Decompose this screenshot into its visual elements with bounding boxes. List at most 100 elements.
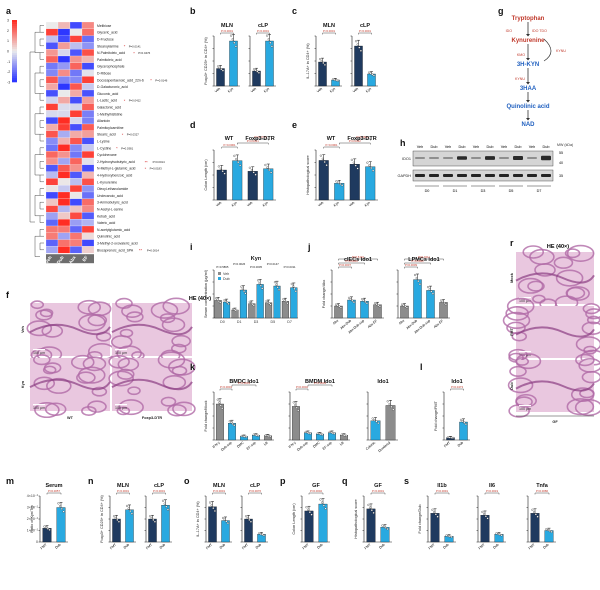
bar [385, 405, 396, 441]
data-point [248, 166, 251, 169]
heatmap-cell [81, 232, 95, 240]
data-point [248, 300, 251, 303]
tissue-crypt [76, 371, 96, 384]
tissue-layer [29, 378, 111, 391]
data-point [292, 285, 295, 288]
chart-title: MLN [213, 483, 225, 489]
tissue-crypt [534, 263, 556, 277]
lane-label: Veh [529, 145, 536, 149]
data-point [550, 530, 553, 533]
data-point [443, 301, 446, 305]
tissue-crypt [116, 368, 135, 380]
ido1-band [499, 157, 509, 159]
group-label: FMT [478, 543, 486, 551]
group-label: FMT [145, 543, 153, 551]
bar-charts: b Veh Kyn MLN Foxp3+ CD25+ in CD4+ (%) P<0.00… [6, 6, 556, 550]
tissue-crypt [108, 370, 134, 387]
significance-bracket [338, 262, 365, 265]
data-point [285, 300, 288, 303]
enzyme-label: KYNU [515, 77, 525, 81]
scale-step [12, 34, 17, 37]
group-label: Dub [159, 543, 166, 550]
data-point [358, 46, 361, 49]
gapdh-band [527, 174, 537, 177]
heatmap-cell [57, 198, 71, 206]
chart-title: Serum [45, 483, 62, 489]
heatmap-cell [45, 55, 59, 63]
group-label: Veh [316, 87, 323, 94]
bar [349, 164, 360, 201]
p-value: P<0.0001 [213, 489, 225, 493]
significance-stars: * [145, 166, 147, 171]
data-point [352, 161, 355, 164]
chart-l: FMT Dub Ido1 Fold change/FMT P=0.0473 [434, 379, 470, 448]
column-label: Foxp3-DTR [142, 416, 163, 420]
p-value: P=0.0009 [405, 263, 417, 267]
y-axis-label: Histopathological score [306, 155, 310, 194]
lane-label: Dub [487, 145, 494, 149]
chart-o-mln: FMT Dub MLN IL-17A+ in CD4+ (%) P<0.0001 [196, 483, 232, 550]
significance-stars: * [124, 98, 126, 103]
panel-label-l: l [420, 362, 423, 372]
bar [208, 506, 217, 543]
p-value-label: P=0.0146 [155, 78, 167, 82]
heatmap-cell [57, 232, 71, 240]
data-point [325, 164, 328, 167]
arrow-head [526, 100, 530, 103]
p-value: P=0.0002 [310, 489, 322, 493]
significance-bracket [354, 138, 371, 141]
data-point [350, 158, 353, 161]
data-point [257, 279, 260, 282]
legend-label: Veh [223, 272, 229, 276]
heatmap-cell [57, 69, 71, 77]
data-point [319, 154, 322, 157]
chart-title: LPMCs Ido1 [408, 257, 439, 263]
scale-step [12, 69, 17, 72]
y-axis-label: Ratio of Kyn/Trp [30, 505, 34, 532]
data-point [248, 518, 251, 521]
heatmap-cell [69, 28, 83, 36]
data-point [431, 292, 434, 295]
chart-title: GF [374, 483, 382, 489]
tissue-crypt [46, 377, 72, 394]
y-axis-label: Fold change/Dub [418, 505, 422, 534]
p-value: P<0.0001 [325, 143, 337, 147]
mw-title: MW (kDa) [557, 143, 573, 147]
y-tick-label: 0 [36, 540, 38, 544]
data-point [339, 306, 342, 309]
group-label: Veh [352, 87, 359, 94]
data-point [369, 506, 372, 509]
metabolite-label: 3-Methyl-2-oxovaleric_acid [97, 241, 138, 245]
significance-bracket [256, 32, 270, 35]
heatmap-cell [57, 171, 71, 179]
scale-bar-label: 100 μm [115, 351, 127, 355]
mw-label: 55 [559, 151, 563, 155]
ido1-band [471, 157, 481, 159]
significance-bracket [404, 258, 444, 261]
y-axis-label: Fold change/Mock [204, 400, 208, 431]
heatmap-cell [57, 205, 71, 213]
p-value: P<0.0001 [223, 143, 235, 147]
legend-swatch [218, 272, 221, 275]
heatmap-cell [45, 205, 59, 213]
heatmap-column-label: EF [81, 255, 89, 263]
data-point [351, 299, 354, 302]
scale-step [12, 38, 17, 41]
heatmap-cell [45, 35, 59, 43]
heatmap-cell [69, 198, 83, 206]
chart-title: cLP [360, 23, 370, 29]
metabolite-label: N-acetylglutamic_acid [97, 228, 130, 232]
data-point [371, 73, 374, 76]
metabolite-label: Galactonic_acid [97, 105, 121, 109]
chart-b-mln: Veh Kyn MLN Foxp3+ CD25+ in CD4+ (%) P<0.000… [204, 23, 240, 94]
heatmap-cell [69, 157, 83, 165]
kynu-branch [543, 38, 552, 62]
heatmap-cell [81, 83, 95, 91]
p-value-label: P=0.0476 [138, 51, 150, 55]
group-label: Dub [219, 543, 226, 550]
tissue-crypt [522, 245, 545, 259]
tissue-crypt [553, 256, 574, 269]
scale-step [12, 51, 17, 54]
